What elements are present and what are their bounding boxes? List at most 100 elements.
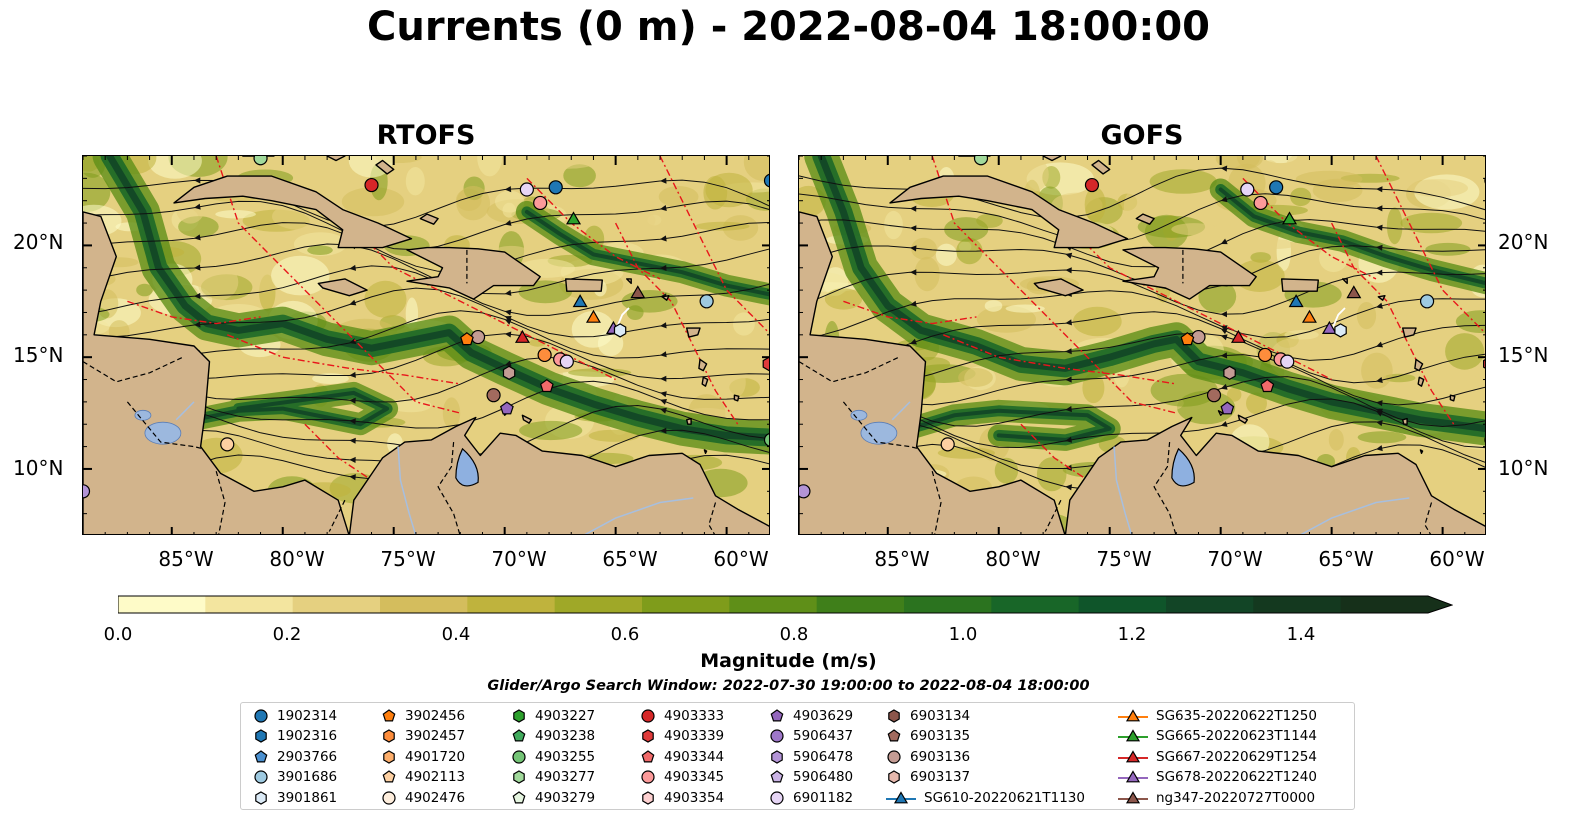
legend-item: 4902476 [381,787,465,808]
legend-marker-icon [513,708,525,723]
legend-label: 4903238 [535,728,596,744]
observation-marker [762,356,769,372]
observation-marker [699,294,714,309]
legend-label: SG678-20220622T1240 [1156,769,1317,785]
legend-marker-icon [254,770,268,784]
legend-label: 5906478 [793,748,854,765]
legend-item: 1902314 [253,705,337,726]
observation-marker [1230,329,1246,343]
observation-marker [585,309,601,323]
legend-marker-icon [641,749,655,762]
colorbar-tick: 0.6 [610,624,640,645]
legend-label: 3902457 [405,728,466,744]
legend-label: 4902476 [405,789,466,806]
observation-marker [1257,347,1273,363]
country-borders [83,249,717,534]
legend-marker-icon [771,749,783,764]
observation-marker [1334,323,1347,338]
legend-item: 3902457 [381,726,465,747]
lon-label-75w-left: 75°W [380,547,436,571]
observation-marker [1346,285,1362,299]
observation-marker [940,437,955,452]
observation-marker [1269,180,1284,195]
lon-label-70w-right: 70°W [1207,547,1263,571]
legend-marker-icon [1125,749,1141,762]
legend-label: 5906437 [793,728,854,744]
legend-item: 6901182 [769,787,853,808]
legend-item: 4903345 [640,767,724,788]
lon-label-85w-right: 85°W [874,547,930,571]
legend-label: SG667-20220629T1254 [1156,748,1317,765]
rivers [891,401,1410,534]
observation-marker [1482,359,1485,369]
lon-label-70w-left: 70°W [491,547,547,571]
lake-nicaragua [860,421,898,445]
legend-marker-icon [513,770,525,784]
legend-item: 3901861 [253,787,337,808]
observation-marker [220,437,235,452]
legend-marker-icon [770,729,784,743]
lat-label-10n-right: 10°N [1498,456,1549,480]
legend-label: ng347-20220727T0000 [1156,789,1316,806]
legend-label: 4903333 [664,707,725,724]
legend-item: 6903134 [886,705,970,726]
observation-marker [559,354,574,369]
legend-label: 1902316 [277,728,338,744]
observation-marker [460,332,474,346]
legend-item: 3901686 [253,767,337,788]
legend-label: 3901686 [277,769,338,785]
legend-label: 4903339 [664,728,725,744]
legend-item: 5906478 [769,746,853,767]
legend-item: SG678-20220622T1240 [1118,767,1317,788]
colorbar-segment [642,596,730,613]
colorbar-tick: 1.2 [1117,624,1147,645]
colorbar-tick: 0.8 [779,624,809,645]
observation-marker [1301,309,1317,323]
observation-marker [1419,294,1435,309]
observation-markers [799,156,1485,499]
legend-label: 6903136 [910,748,971,765]
legend-label: 4903354 [664,789,725,806]
observation-marker [763,433,769,447]
legend-item: SG610-20220621T1130 [886,787,1085,808]
legend-label: 4902113 [405,769,466,785]
legend-marker-icon [641,770,655,784]
observation-marker [1280,354,1295,369]
observation-marker [1260,378,1275,393]
legend-marker-icon [1125,729,1141,742]
observation-marker [548,180,563,195]
lon-label-80w-left: 80°W [269,547,325,571]
main-title: Currents (0 m) - 2022-08-04 18:00:00 [367,4,1210,50]
legend-marker-icon [893,790,909,803]
legend-item: SG667-20220629T1254 [1118,746,1317,767]
legend-marker-icon [512,729,526,742]
colorbar-segment [816,596,905,613]
colorbar-segment [729,596,818,613]
legend-item: ng347-20220727T0000 [1118,787,1315,808]
lon-label-80w-right: 80°W [985,547,1041,571]
legend-label: 4903344 [664,748,725,765]
colorbar-tick: 0.4 [441,624,471,645]
observation-marker [630,285,646,299]
observation-marker [502,365,516,380]
glider-track [1330,307,1346,331]
lake-maracaibo [455,447,479,487]
colorbar-extend-arrow [1428,596,1452,613]
legend-marker-icon [888,708,900,723]
gofs-map[interactable] [798,155,1486,535]
legend-marker-icon [770,790,784,805]
colorbar-tick: 0.0 [103,624,133,645]
colorbar-segment [118,596,206,613]
observation-marker [763,173,769,188]
lat-label-15n-left: 15°N [13,343,64,367]
legend-marker-icon [770,708,784,721]
rtofs-map[interactable] [82,155,770,535]
legend-item: 4903344 [640,746,724,767]
observation-marker [539,378,554,393]
colorbar-segment [1078,596,1167,613]
legend: 1902314 1902316 2903766 3901686 3901861 39024… [240,702,1355,810]
lat-label-15n-right: 15°N [1498,343,1549,367]
search-window-caption: Glider/Argo Search Window: 2022-07-30 19… [487,678,1090,694]
legend-label: 4903255 [535,748,596,765]
observation-marker [1321,320,1337,334]
